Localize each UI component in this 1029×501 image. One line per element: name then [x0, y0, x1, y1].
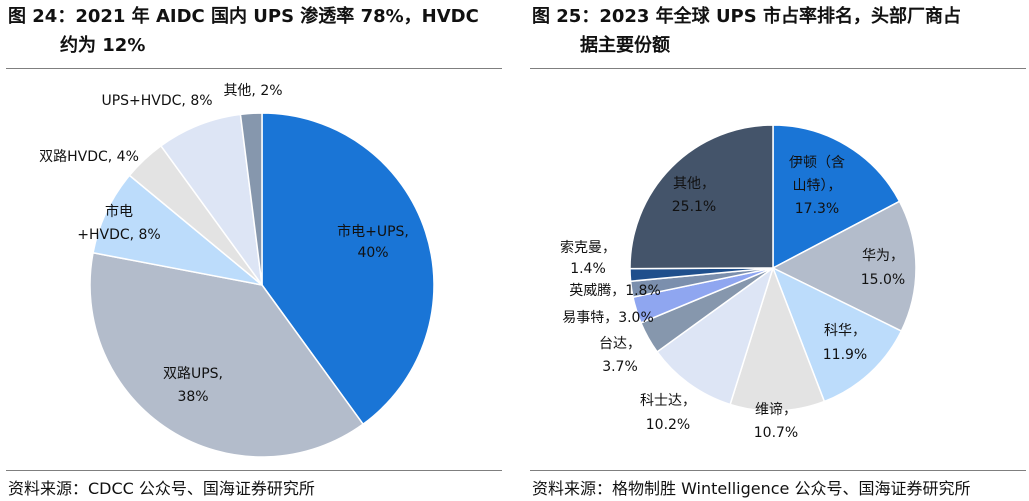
chart-title-left: 图 24：2021 年 AIDC 国内 UPS 渗透率 78%，HVDC 约为 …: [8, 2, 508, 60]
pie0-slice-5: [239, 112, 263, 286]
pie1-label-5-name: 台达，: [599, 336, 641, 352]
pie1-slice-0: [772, 124, 901, 270]
pie1-slice-1: [771, 200, 917, 333]
pie1-label-4-value: 10.2%: [646, 417, 690, 433]
chart-title-left-line2: 约为 12%: [60, 35, 146, 56]
pie1-label-6: 易事特，3.0%: [562, 310, 654, 326]
pie1-label-2-value: 11.9%: [823, 347, 867, 363]
pie0-label-1-value: 38%: [177, 389, 208, 405]
chart-title-right-line1: 图 25：2023 年全球 UPS 市占率排名，头部厂商占: [532, 6, 961, 27]
pie1-label-1-value: 15.0%: [861, 272, 905, 288]
pie1-label-4-name: 科士达，: [640, 393, 696, 409]
pie0-slice-1: [89, 251, 365, 458]
pie0-label-0-value: 40%: [357, 245, 388, 261]
pie1-label-8-value: 1.4%: [570, 261, 606, 277]
pie1-label-9-name: 其他，: [673, 176, 715, 192]
pie0-label-0-name: 市电+UPS,: [337, 223, 409, 240]
divider-bottom-left: [6, 470, 502, 471]
chart-title-right: 图 25：2023 年全球 UPS 市占率排名，头部厂商占 据主要份额: [532, 2, 1027, 60]
source-note-right: 资料来源：格物制胜 Wintelligence 公众号、国海证券研究所: [532, 479, 971, 498]
pie1-label-3-name: 维谛，: [755, 401, 797, 418]
pie1-label-3-value: 10.7%: [754, 425, 798, 441]
pie1-slice-4: [656, 266, 775, 406]
pie0-slice-0: [261, 112, 435, 426]
pie0-label-5: 其他, 2%: [223, 83, 282, 99]
pie1-slice-9: [629, 124, 774, 270]
divider-top-right: [530, 68, 1026, 69]
divider-bottom-right: [530, 470, 1026, 471]
pie1-slice-3: [729, 265, 826, 412]
pie0-label-2-value: +HVDC, 8%: [77, 227, 161, 243]
pie1-label-0-value: 17.3%: [795, 201, 839, 217]
pie0-label-4: UPS+HVDC, 8%: [101, 93, 212, 109]
chart-title-right-line2: 据主要份额: [580, 35, 670, 56]
pie1-label-5-value: 3.7%: [602, 359, 638, 375]
pie1-slice-2: [771, 266, 903, 403]
pie1-label-0-line2: 山特），: [793, 178, 842, 194]
pie1-label-0-line1: 伊顿（含: [789, 155, 845, 171]
pie1-label-2-name: 科华，: [824, 323, 866, 339]
pie0-label-3: 双路HVDC, 4%: [39, 149, 139, 165]
divider-top-left: [6, 68, 502, 69]
pie1-label-8-name: 索克曼，: [560, 239, 616, 256]
chart-title-left-line1: 图 24：2021 年 AIDC 国内 UPS 渗透率 78%，HVDC: [8, 6, 479, 27]
pie0-label-2-name: 市电: [105, 203, 133, 220]
pie1-label-1-name: 华为，: [862, 248, 904, 264]
pie1-label-7: 英威腾，1.8%: [569, 282, 661, 299]
source-note-left: 资料来源：CDCC 公众号、国海证券研究所: [8, 479, 315, 498]
pie1-label-9-value: 25.1%: [672, 199, 716, 215]
pie0-label-1-name: 双路UPS,: [163, 366, 223, 382]
